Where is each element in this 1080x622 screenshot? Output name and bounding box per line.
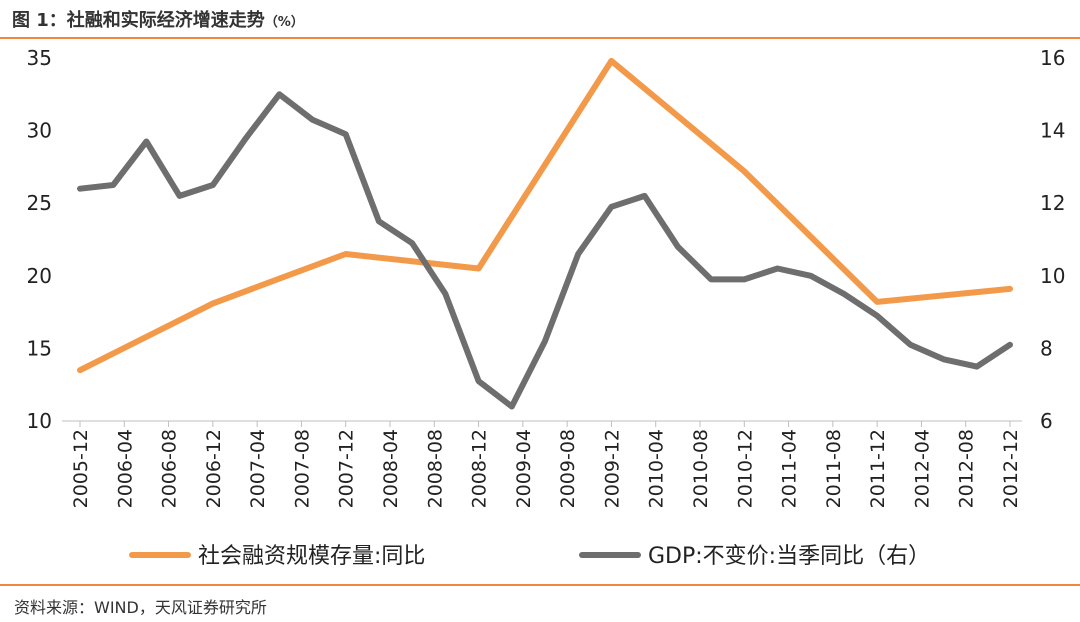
x-tick-label: 2008-04 [380,429,402,508]
social-financing-point [210,301,215,306]
gdp-point [244,135,249,140]
social-financing-point [609,58,614,63]
left-tick-label: 35 [27,46,52,70]
x-tick-label: 2008-08 [424,429,446,508]
gdp-point [177,193,182,198]
series-layer [77,57,1013,410]
gdp-point [144,139,149,144]
gdp-point [443,291,448,296]
gdp-point [775,266,780,271]
x-tick-label: 2010-12 [734,429,756,508]
gdp-point [343,132,348,137]
gdp-point [210,183,215,188]
x-tick-label: 2011-12 [867,429,889,508]
gdp-point [675,244,680,249]
x-tick-label: 2012-08 [956,429,978,508]
x-tick-label: 2006-12 [203,429,225,508]
gdp-point [111,183,116,188]
source-note: 资料来源：WIND，天风证券研究所 [14,598,267,617]
right-tick-label: 10 [1040,264,1065,288]
x-tick-label: 2008-12 [469,429,491,508]
x-tick-label: 2007-12 [336,429,358,508]
footer-rule [0,584,1080,586]
legend-label-gdp: GDP:不变价:当季同比（右） [648,544,930,569]
gdp-point [376,219,381,224]
gdp-point [808,273,813,278]
left-tick-label: 10 [27,409,52,433]
legend-label-social-financing: 社会融资规模存量:同比 [198,544,425,569]
gdp-point [709,277,714,282]
x-tick-label: 2006-08 [159,429,181,508]
social-financing-point [78,368,83,373]
gdp-point [974,364,979,369]
right-axis: 6 8 10 12 14 16 [1040,46,1065,433]
left-tick-label: 15 [27,336,52,360]
title-text: 图 1：社融和实际经济增速走势 [12,10,265,31]
gdp-point [908,342,913,347]
x-tick-label: 2011-04 [779,429,801,508]
x-tick-label: 2012-04 [911,429,933,508]
title-unit: （%） [264,15,304,30]
right-tick-label: 8 [1040,336,1053,360]
social-financing-point [476,266,481,271]
right-tick-label: 16 [1040,46,1065,70]
x-tick-label: 2007-08 [291,429,313,508]
gdp-point [78,186,83,191]
series-gdp-line [77,91,1013,410]
right-tick-label: 12 [1040,191,1065,215]
page-title: 图 1：社融和实际经济增速走势（%） [12,6,304,32]
gdp-point [310,117,315,122]
x-tick-label: 2009-12 [601,429,623,508]
gdp-point [410,241,415,246]
header-rule [0,37,1080,39]
x-axis: 2005-12 2006-04 2006-08 2006-12 2007-04 2007-… [70,421,1022,508]
left-tick-label: 25 [27,191,52,215]
gdp-point [941,357,946,362]
x-tick-label: 2010-04 [646,429,668,508]
gdp-point [476,379,481,384]
gdp-point [543,339,548,344]
social-financing-point [875,299,880,304]
left-axis: 10 15 20 25 30 35 [27,46,52,433]
legend: 社会融资规模存量:同比 GDP:不变价:当季同比（右） [129,544,930,569]
x-tick-label: 2011-08 [823,429,845,508]
right-tick-label: 6 [1040,409,1053,433]
gdp-point [509,404,514,409]
gdp-point [277,92,282,97]
gdp-point [1008,342,1013,347]
x-tick-label: 2009-08 [557,429,579,508]
social-financing-point [1008,286,1013,291]
social-financing-point [343,252,348,257]
series-social-financing-line [77,57,1013,374]
x-tick-label: 2009-04 [513,429,535,508]
gdp-point [875,313,880,318]
gdp-point [576,252,581,257]
x-tick-label: 2007-04 [247,429,269,508]
gdp-point [742,277,747,282]
x-tick-label: 2010-08 [690,429,712,508]
gdp-point [642,193,647,198]
x-tick-label: 2012-12 [1000,429,1022,508]
x-tick-label: 2006-04 [114,429,136,508]
gdp-point [841,291,846,296]
left-tick-label: 30 [27,119,52,143]
right-tick-label: 14 [1040,119,1065,143]
gdp-point [609,204,614,209]
x-tick-label: 2005-12 [70,429,92,508]
left-tick-label: 20 [27,264,52,288]
social-financing-point [742,169,747,174]
